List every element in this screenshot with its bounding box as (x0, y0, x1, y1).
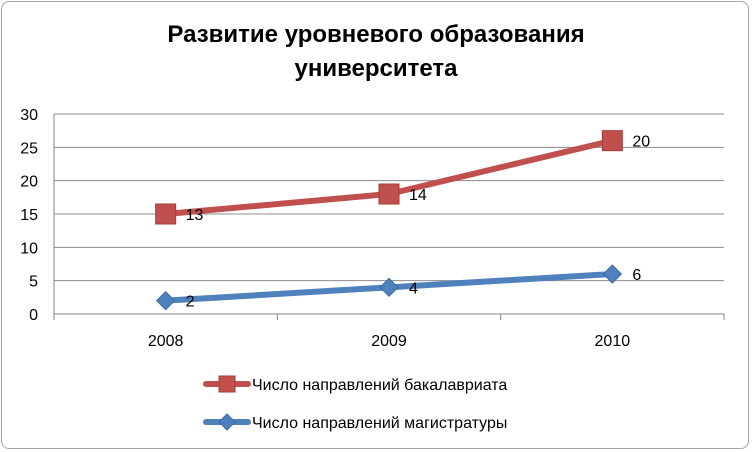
legend: Число направлений бакалавриата Число напр… (203, 375, 507, 432)
y-tick-label: 10 (20, 240, 38, 257)
y-tick-label: 20 (20, 174, 38, 191)
data-label: 4 (409, 280, 418, 297)
y-tick-label: 30 (20, 107, 38, 124)
data-point-diamond (379, 277, 399, 298)
data-point-square (601, 130, 623, 152)
data-label: 20 (632, 134, 650, 151)
y-tick-label: 0 (29, 307, 38, 324)
chart-title-line2: университета (294, 55, 458, 82)
legend-marker-square (218, 375, 236, 393)
chart-title-line1: Развитие уровневого образования (167, 21, 585, 48)
data-label: 2 (186, 294, 195, 311)
data-label: 14 (409, 187, 427, 204)
x-tick-label: 2008 (148, 333, 184, 350)
data-point-square (155, 203, 177, 225)
y-axis: 0 5 10 15 20 25 30 (20, 107, 55, 324)
series-group: 13 14 20 2 4 6 (155, 130, 650, 311)
x-tick-label: 2009 (371, 333, 407, 350)
y-tick-label: 25 (20, 140, 38, 157)
legend-marker-diamond (218, 413, 236, 431)
legend-label: Число направлений магистратуры (252, 415, 507, 432)
data-point-diamond (602, 264, 623, 284)
legend-label: Число направлений бакалавриата (252, 377, 507, 394)
y-tick-label: 15 (20, 207, 38, 224)
data-point-square (378, 183, 400, 205)
y-tick-label: 5 (29, 274, 38, 291)
x-tick-label: 2010 (595, 333, 631, 350)
data-point-diamond (155, 290, 176, 311)
data-label: 6 (632, 267, 641, 284)
x-axis: 2008 2009 2010 (53, 314, 725, 350)
chart-title: Развитие уровневого образования универси… (0, 18, 752, 86)
data-label: 13 (186, 207, 204, 224)
